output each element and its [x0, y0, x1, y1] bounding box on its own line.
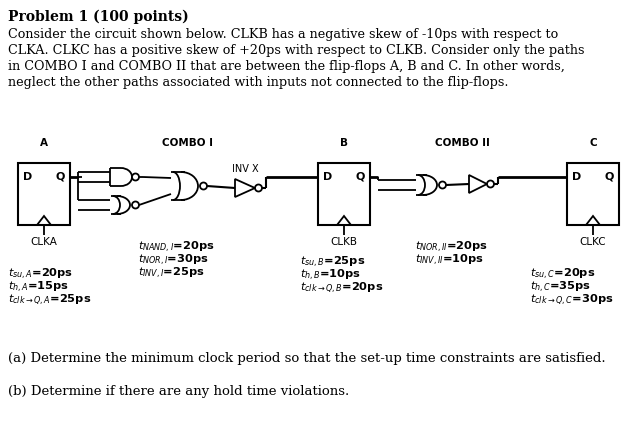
- Text: CLKA: CLKA: [31, 237, 57, 247]
- Text: C: C: [589, 138, 597, 148]
- Text: D: D: [572, 172, 581, 182]
- Text: COMBO I: COMBO I: [163, 138, 213, 148]
- Text: Q: Q: [356, 172, 365, 182]
- Text: $t_{INV,I}$=25ps: $t_{INV,I}$=25ps: [138, 266, 204, 281]
- Text: $t_{h,A}$=15ps: $t_{h,A}$=15ps: [8, 280, 69, 295]
- Text: $t_{su,C}$=20ps: $t_{su,C}$=20ps: [530, 267, 595, 282]
- Text: D: D: [323, 172, 332, 182]
- Text: CLKA. CLKC has a positive skew of +20ps with respect to CLKB. Consider only the : CLKA. CLKC has a positive skew of +20ps …: [8, 44, 584, 57]
- Text: COMBO II: COMBO II: [435, 138, 489, 148]
- Polygon shape: [235, 179, 255, 197]
- Bar: [318, 163, 370, 225]
- Text: $t_{clk \rightarrow Q,B}$=20ps: $t_{clk \rightarrow Q,B}$=20ps: [300, 281, 383, 296]
- Text: B: B: [340, 138, 348, 148]
- Text: Q: Q: [56, 172, 65, 182]
- Bar: [567, 163, 619, 225]
- Text: $t_{h,C}$=35ps: $t_{h,C}$=35ps: [530, 280, 591, 295]
- Circle shape: [132, 201, 139, 208]
- Text: D: D: [23, 172, 32, 182]
- Circle shape: [439, 181, 446, 188]
- Polygon shape: [469, 175, 487, 193]
- Text: Consider the circuit shown below. CLKB has a negative skew of -10ps with respect: Consider the circuit shown below. CLKB h…: [8, 28, 558, 41]
- Text: $t_{clk \rightarrow Q,C}$=30ps: $t_{clk \rightarrow Q,C}$=30ps: [530, 293, 613, 308]
- Circle shape: [132, 174, 139, 181]
- Text: in COMBO I and COMBO II that are between the flip-flops A, B and C. In other wor: in COMBO I and COMBO II that are between…: [8, 60, 565, 73]
- Text: $t_{su,A}$=20ps: $t_{su,A}$=20ps: [8, 267, 73, 282]
- Text: $t_{h,B}$=10ps: $t_{h,B}$=10ps: [300, 268, 361, 283]
- Circle shape: [487, 181, 494, 187]
- Text: CLKC: CLKC: [580, 237, 606, 247]
- Text: $t_{NOR,II}$=20ps: $t_{NOR,II}$=20ps: [415, 240, 488, 255]
- Bar: [18, 163, 70, 225]
- Text: Q: Q: [604, 172, 614, 182]
- Circle shape: [255, 184, 262, 191]
- Text: (a) Determine the minimum clock period so that the set-up time constraints are s: (a) Determine the minimum clock period s…: [8, 352, 606, 365]
- Text: A: A: [40, 138, 48, 148]
- Text: $t_{clk \rightarrow Q,A}$=25ps: $t_{clk \rightarrow Q,A}$=25ps: [8, 293, 91, 308]
- Text: Problem 1 (100 points): Problem 1 (100 points): [8, 10, 189, 24]
- Text: neglect the other paths associated with inputs not connected to the flip-flops.: neglect the other paths associated with …: [8, 76, 509, 89]
- Text: $t_{NAND,I}$=20ps: $t_{NAND,I}$=20ps: [138, 240, 214, 255]
- Text: $t_{INV,II}$=10ps: $t_{INV,II}$=10ps: [415, 253, 484, 268]
- Text: CLKB: CLKB: [331, 237, 358, 247]
- Text: $t_{NOR,I}$=30ps: $t_{NOR,I}$=30ps: [138, 253, 209, 268]
- Text: $t_{su,B}$=25ps: $t_{su,B}$=25ps: [300, 255, 365, 270]
- Text: INV X: INV X: [231, 164, 258, 174]
- Text: (b) Determine if there are any hold time violations.: (b) Determine if there are any hold time…: [8, 385, 349, 398]
- Circle shape: [200, 183, 207, 190]
